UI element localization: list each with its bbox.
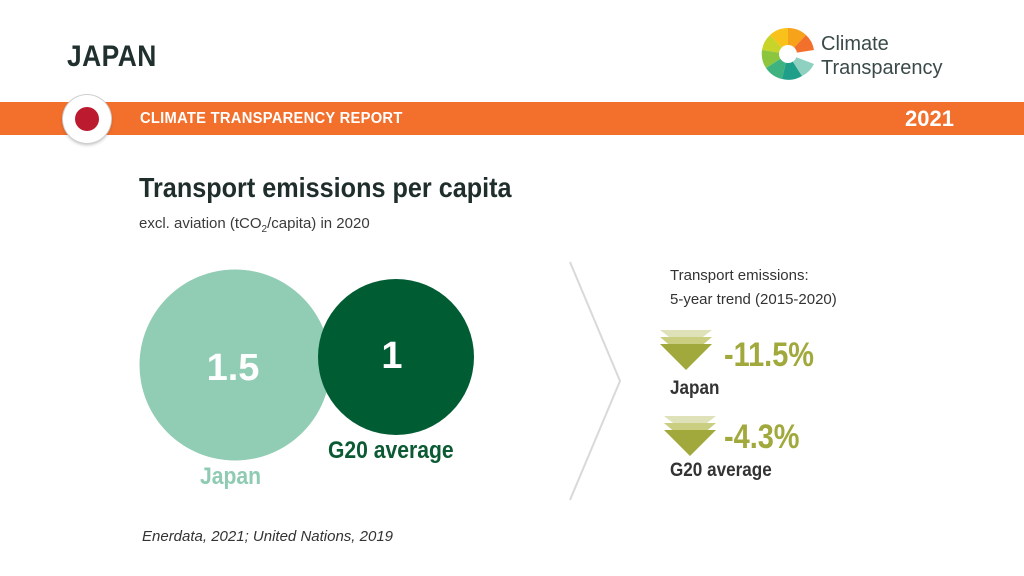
country-title: JAPAN [67, 40, 157, 73]
trend-label-g20: G20 average [670, 460, 772, 481]
trend-down-arrow-icon [664, 416, 716, 456]
trend-label-japan: Japan [670, 378, 720, 399]
japan-flag-icon [63, 95, 111, 143]
logo-line1: Climate [821, 33, 889, 55]
report-year: 2021 [905, 106, 954, 131]
climate-transparency-logo-icon [761, 27, 814, 80]
trend-title: Transport emissions: 5-year trend (2015-… [670, 264, 837, 312]
series-label-g20: G20 average [328, 437, 454, 464]
chart-subtitle: excl. aviation (tCO2/capita) in 2020 [139, 215, 370, 235]
bubble-japan [139, 269, 331, 461]
source-note: Enerdata, 2021; United Nations, 2019 [142, 528, 394, 545]
value-label-g20: 1 [381, 335, 402, 377]
divider-chevron [569, 261, 622, 501]
report-label: CLIMATE TRANSPARENCY REPORT [140, 110, 403, 127]
logo-line2: Transparency [821, 57, 943, 79]
bubble-g20 [318, 279, 474, 435]
trend-down-arrow-icon [660, 330, 712, 370]
logo-text: Climate Transparency [821, 32, 943, 80]
series-label-japan: Japan [200, 463, 262, 490]
chart-title: Transport emissions per capita [139, 172, 512, 203]
report-band [0, 102, 1024, 135]
trend-title-line1: Transport emissions: [670, 267, 809, 284]
trend-value-japan: -11.5% [724, 336, 814, 374]
value-label-japan: 1.5 [207, 347, 260, 389]
trend-title-line2: 5-year trend (2015-2020) [670, 291, 837, 308]
trend-value-g20: -4.3% [724, 418, 800, 456]
